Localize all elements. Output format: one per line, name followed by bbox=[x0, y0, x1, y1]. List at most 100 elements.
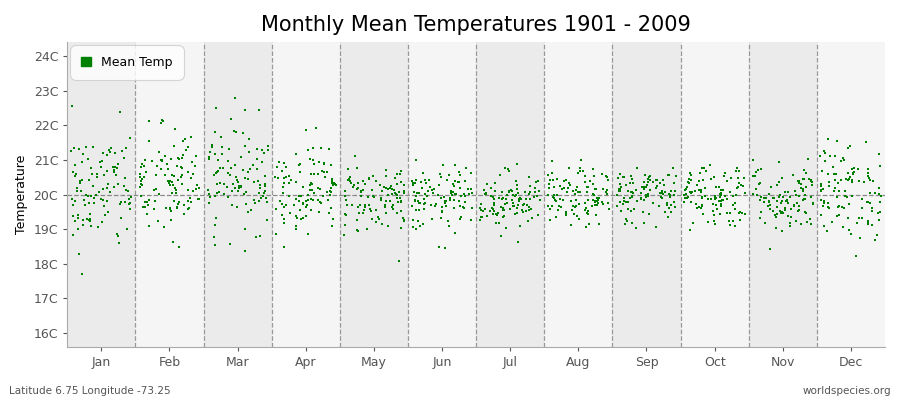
Point bbox=[517, 209, 531, 215]
Point bbox=[328, 180, 343, 187]
Point bbox=[843, 143, 858, 149]
Point bbox=[544, 158, 559, 164]
Point bbox=[770, 224, 784, 231]
Point bbox=[492, 220, 507, 226]
Point bbox=[349, 226, 364, 233]
Point bbox=[457, 204, 472, 211]
Point bbox=[729, 192, 743, 198]
Point bbox=[726, 218, 741, 224]
Point bbox=[695, 194, 709, 200]
Point bbox=[578, 179, 592, 185]
Point bbox=[65, 196, 79, 202]
Point bbox=[76, 197, 91, 203]
Point bbox=[723, 210, 737, 216]
Point bbox=[410, 207, 424, 213]
Point bbox=[277, 220, 292, 226]
Point bbox=[796, 188, 811, 195]
Point bbox=[625, 193, 639, 199]
Point bbox=[302, 197, 316, 203]
Point bbox=[580, 184, 594, 191]
Point bbox=[181, 143, 195, 150]
Point bbox=[369, 178, 383, 184]
Point bbox=[560, 188, 574, 195]
Point bbox=[710, 206, 724, 212]
Point bbox=[556, 178, 571, 184]
Point bbox=[67, 168, 81, 175]
Point bbox=[157, 224, 171, 230]
Point bbox=[679, 185, 693, 192]
Point bbox=[794, 221, 808, 227]
Point bbox=[500, 200, 514, 206]
Bar bbox=[749, 42, 817, 347]
Point bbox=[635, 184, 650, 190]
Point bbox=[406, 217, 420, 223]
Point bbox=[229, 174, 243, 180]
Point bbox=[643, 187, 657, 193]
Point bbox=[614, 184, 628, 190]
Point bbox=[78, 192, 93, 198]
Point bbox=[668, 187, 682, 194]
Point bbox=[708, 202, 723, 208]
Point bbox=[835, 224, 850, 230]
Point bbox=[828, 185, 842, 192]
Point bbox=[176, 210, 191, 217]
Point bbox=[621, 188, 635, 194]
Point bbox=[207, 234, 221, 240]
Point bbox=[641, 193, 655, 199]
Point bbox=[397, 218, 411, 224]
Point bbox=[650, 177, 664, 183]
Point bbox=[394, 199, 409, 205]
Point bbox=[230, 176, 244, 183]
Point bbox=[832, 212, 846, 218]
Point bbox=[392, 189, 407, 195]
Point bbox=[503, 206, 517, 212]
Point bbox=[347, 152, 362, 159]
Point bbox=[578, 207, 592, 214]
Point bbox=[217, 190, 231, 197]
Point bbox=[158, 205, 173, 212]
Point bbox=[513, 223, 527, 229]
Point bbox=[393, 168, 408, 174]
Point bbox=[642, 191, 656, 197]
Point bbox=[303, 206, 318, 213]
Point bbox=[551, 207, 565, 213]
Point bbox=[601, 206, 616, 212]
Point bbox=[299, 204, 313, 210]
Point bbox=[383, 198, 398, 204]
Point bbox=[437, 245, 452, 251]
Point bbox=[100, 185, 114, 191]
Point bbox=[341, 177, 356, 184]
Point bbox=[790, 200, 805, 206]
Point bbox=[845, 166, 859, 172]
Point bbox=[208, 151, 222, 157]
Point bbox=[386, 206, 400, 212]
Point bbox=[374, 197, 388, 203]
Point bbox=[491, 210, 506, 216]
Point bbox=[304, 186, 319, 193]
Point bbox=[680, 184, 694, 190]
Point bbox=[432, 182, 446, 188]
Point bbox=[813, 152, 827, 159]
Point bbox=[792, 193, 806, 199]
Point bbox=[824, 152, 838, 159]
Point bbox=[259, 195, 274, 201]
Point bbox=[822, 205, 836, 211]
Point bbox=[204, 142, 219, 148]
Point bbox=[851, 215, 866, 221]
Point bbox=[745, 172, 760, 179]
Point bbox=[338, 212, 353, 218]
Point bbox=[255, 159, 269, 165]
Point bbox=[111, 181, 125, 187]
Point bbox=[619, 199, 634, 205]
Point bbox=[406, 180, 420, 186]
Point bbox=[708, 184, 723, 191]
Point bbox=[373, 216, 387, 222]
Point bbox=[841, 144, 855, 151]
Point bbox=[428, 202, 443, 209]
Point bbox=[658, 209, 672, 215]
Point bbox=[572, 165, 587, 171]
Point bbox=[83, 218, 97, 224]
Point bbox=[289, 196, 303, 203]
Point bbox=[557, 185, 572, 191]
Point bbox=[384, 183, 399, 190]
